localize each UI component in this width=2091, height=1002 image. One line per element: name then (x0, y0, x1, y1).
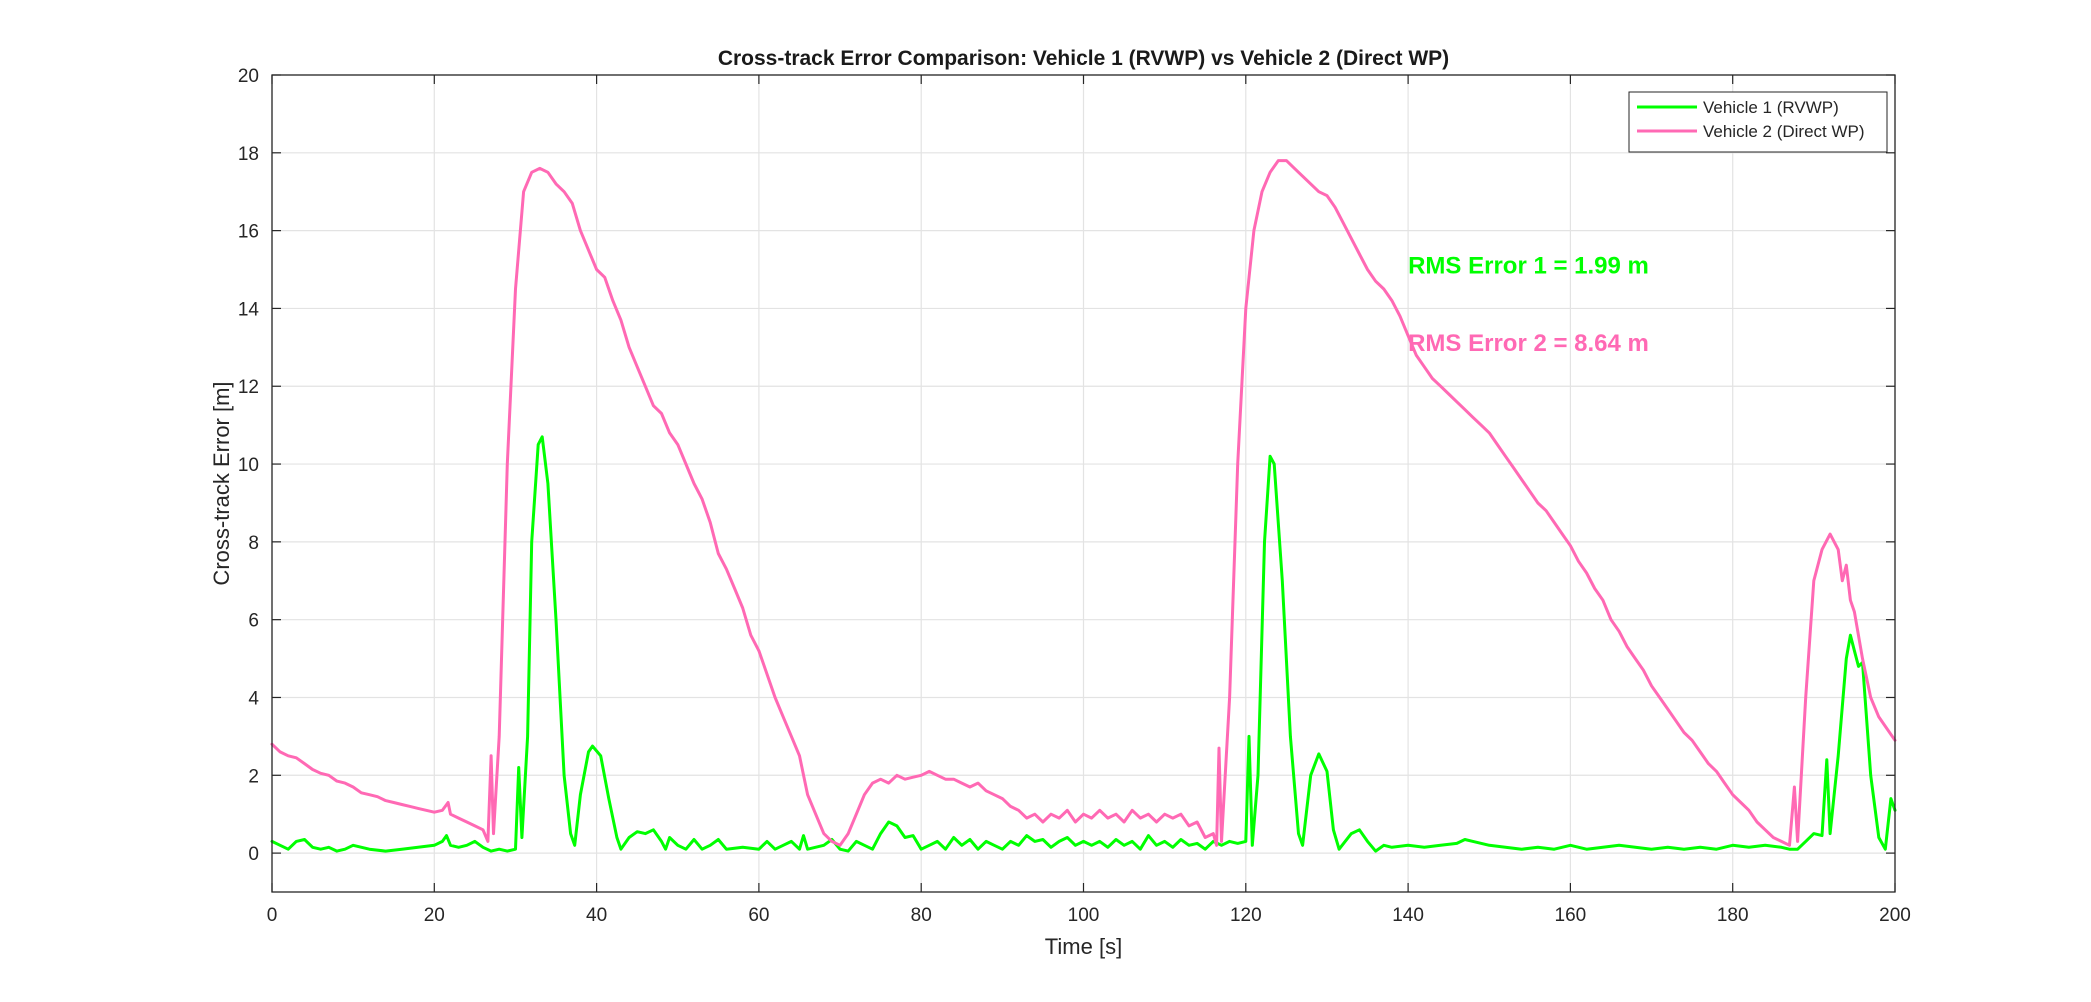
x-tick-label: 40 (586, 905, 607, 926)
y-tick-label: 18 (238, 144, 259, 165)
x-tick-label: 80 (911, 905, 932, 926)
x-tick-label: 180 (1717, 905, 1749, 926)
y-tick-label: 20 (238, 66, 259, 87)
rms-annotation-2: RMS Error 2 = 8.64 m (1408, 330, 1649, 357)
chart-title: Cross-track Error Comparison: Vehicle 1 … (718, 47, 1449, 70)
ticks: 0 20 40 60 80 100 120 140 160 180 200 0 2 4 6 8 10 12 14 16… (238, 66, 1911, 926)
x-tick-label: 120 (1230, 905, 1262, 926)
x-tick-label: 200 (1879, 905, 1911, 926)
y-axis-label: Cross-track Error [m] (209, 381, 234, 585)
y-tick-label: 12 (238, 377, 259, 398)
rms-annotation-1: RMS Error 1 = 1.99 m (1408, 252, 1649, 279)
grid (271, 74, 1896, 892)
legend-box (1628, 91, 1888, 153)
x-axis-label: Time [s] (1045, 934, 1122, 959)
y-tick-label: 4 (248, 688, 259, 709)
x-tick-label: 0 (267, 905, 278, 926)
legend-entry-label: Vehicle 2 (Direct WP) (1703, 122, 1865, 141)
legend: Vehicle 1 (RVWP) Vehicle 2 (Direct WP) (1628, 91, 1888, 153)
y-tick-label: 0 (248, 844, 259, 865)
series-layer (270, 159, 1897, 853)
series-line-1 (270, 435, 1897, 853)
series-line-2 (270, 159, 1897, 847)
y-tick-label: 6 (248, 611, 259, 632)
x-tick-label: 60 (748, 905, 769, 926)
y-tick-label: 2 (248, 766, 259, 787)
y-tick-label: 8 (248, 533, 259, 554)
x-tick-label: 140 (1392, 905, 1424, 926)
x-tick-label: 160 (1555, 905, 1587, 926)
legend-entry-label: Vehicle 1 (RVWP) (1703, 98, 1839, 117)
y-tick-label: 16 (238, 222, 259, 243)
y-tick-label: 14 (238, 299, 260, 320)
x-tick-label: 100 (1068, 905, 1100, 926)
y-tick-label: 10 (238, 455, 259, 476)
x-tick-label: 20 (424, 905, 445, 926)
annotations: RMS Error 1 = 1.99 m RMS Error 2 = 8.64 m (1408, 252, 1649, 357)
